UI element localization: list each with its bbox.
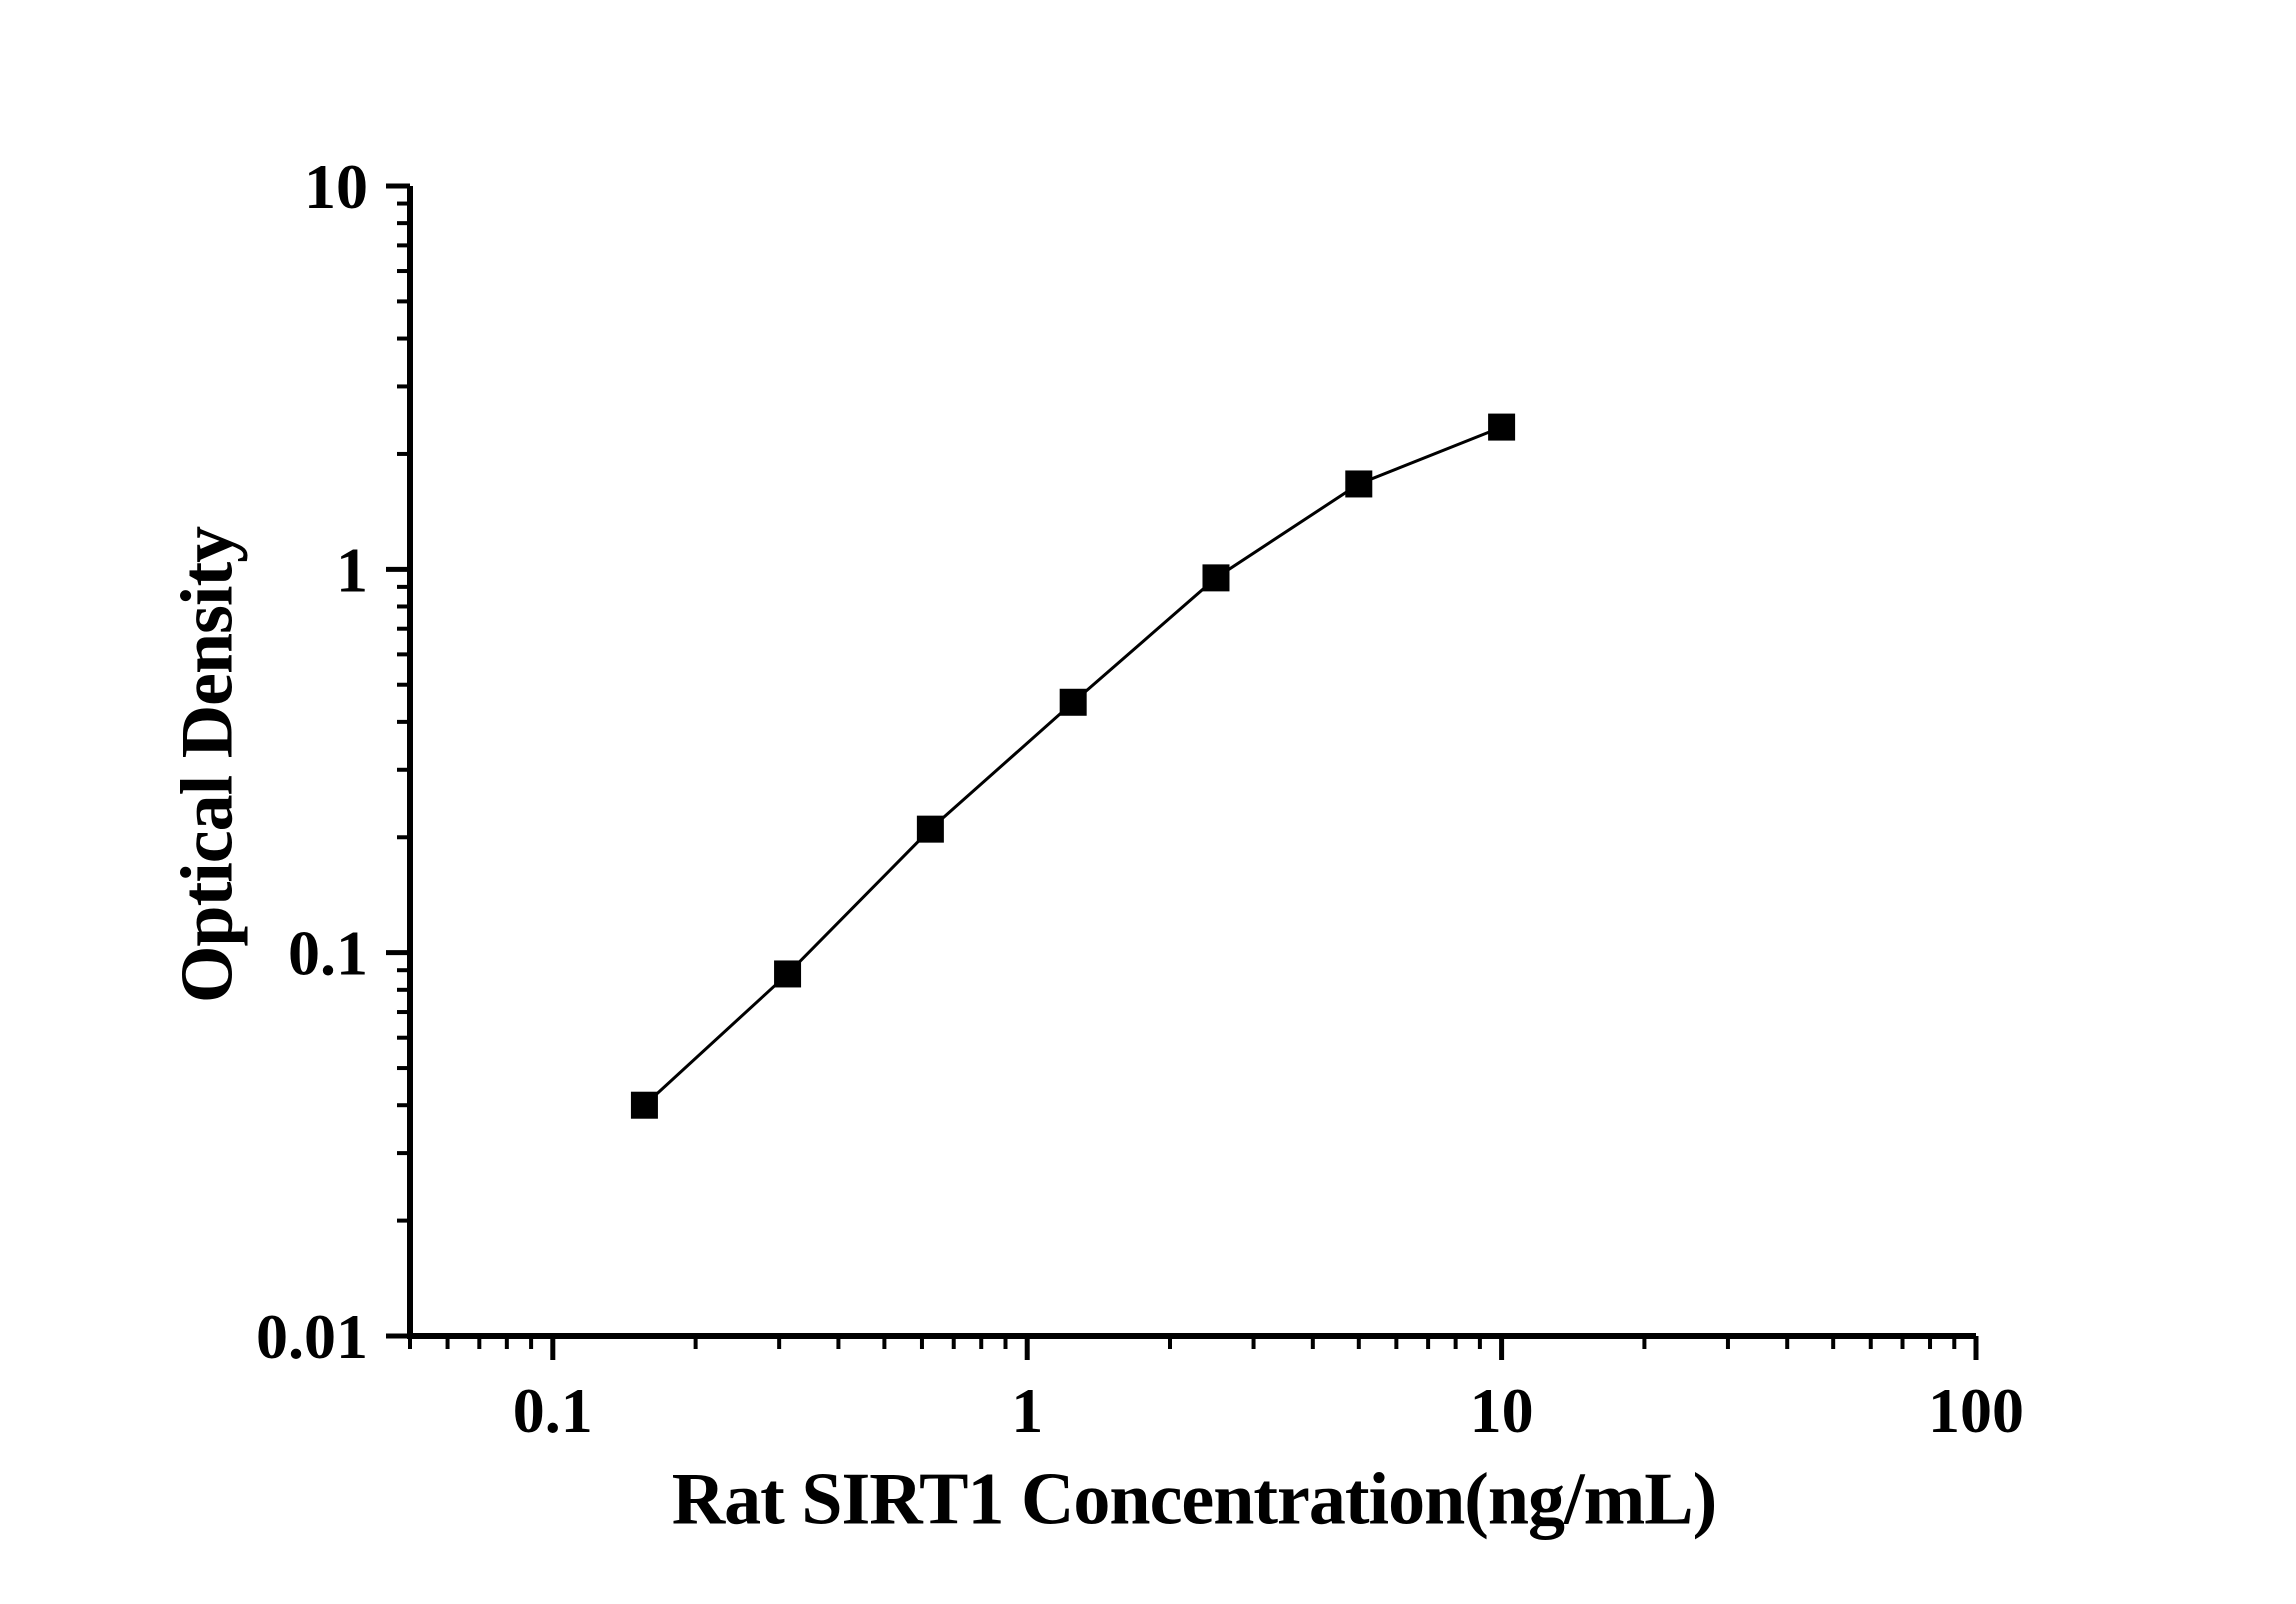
- series-line: [643, 425, 1503, 1107]
- data-series-layer: [630, 413, 1516, 1119]
- data-point-marker: [1202, 564, 1230, 592]
- y-tick-label: 10: [304, 151, 368, 222]
- data-point-marker: [630, 1091, 658, 1119]
- x-axis-title: Rat SIRT1 Concentration(ng/mL): [671, 1458, 1718, 1541]
- x-tick-label: 0.1: [513, 1375, 593, 1446]
- y-axis-title: Optical Density: [166, 526, 249, 1004]
- data-point-marker: [1345, 470, 1373, 498]
- data-point-marker: [916, 815, 944, 843]
- y-tick-label: 1: [336, 534, 368, 605]
- data-point-marker: [774, 960, 802, 988]
- data-point-marker: [1059, 688, 1087, 716]
- y-tick-label: 0.01: [256, 1301, 368, 1372]
- x-tick-label: 100: [1928, 1375, 2024, 1446]
- x-tick-label: 10: [1470, 1375, 1534, 1446]
- x-tick-label: 1: [1011, 1375, 1043, 1446]
- axes-layer: 0.1 1 10 100 0.01 0.1 1 10: [256, 151, 2024, 1446]
- y-tick-label: 0.1: [288, 918, 368, 989]
- data-point-marker: [1488, 413, 1516, 441]
